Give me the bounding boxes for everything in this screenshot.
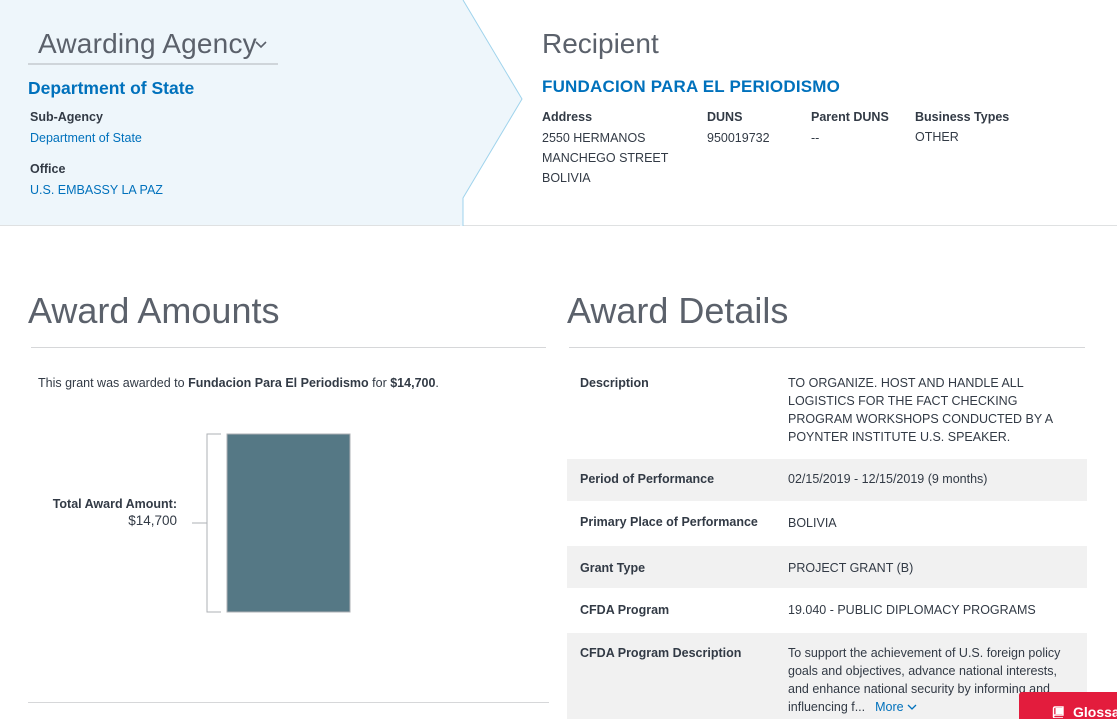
- recipient-name-link[interactable]: FUNDACION PARA EL PERIODISMO: [542, 77, 841, 96]
- address-line: 2550 HERMANOS: [542, 131, 646, 145]
- table-row: CFDA Program 19.040 - PUBLIC DIPLOMACY P…: [567, 588, 1087, 633]
- business-types-value: OTHER: [915, 130, 959, 144]
- sentence-suffix: .: [435, 376, 439, 390]
- detail-value: BOLIVIA: [788, 516, 837, 530]
- table-row: Period of Performance 02/15/2019 - 12/15…: [567, 459, 1087, 501]
- address-line: BOLIVIA: [542, 171, 591, 185]
- address-line: MANCHEGO STREET: [542, 151, 669, 165]
- award-amounts-title: Award Amounts: [28, 290, 280, 331]
- detail-value: 19.040 - PUBLIC DIPLOMACY PROGRAMS: [788, 603, 1036, 617]
- total-award-amount-value: $14,700: [128, 513, 177, 528]
- recipient-title: Recipient: [542, 28, 659, 59]
- award-summary-sentence: This grant was awarded to Fundacion Para…: [38, 376, 439, 390]
- glossary-button[interactable]: Glossary: [1019, 692, 1117, 719]
- table-row: Primary Place of Performance BOLIVIA: [567, 501, 1087, 546]
- detail-label: Grant Type: [580, 561, 646, 575]
- office-label: Office: [30, 162, 66, 176]
- more-label: More: [875, 700, 904, 714]
- awarding-agency-name[interactable]: Department of State: [28, 78, 195, 98]
- awarding-agency-title: Awarding Agency: [38, 28, 257, 59]
- sentence-amount: $14,700: [390, 376, 436, 390]
- detail-label: CFDA Program Description: [580, 646, 742, 660]
- detail-label: Primary Place of Performance: [580, 515, 758, 529]
- more-link[interactable]: More: [875, 700, 917, 714]
- chevron-down-icon: [255, 41, 267, 49]
- business-types-label: Business Types: [915, 110, 1010, 124]
- award-header: Awarding Agency Department of State Sub-…: [0, 0, 1117, 226]
- total-award-amount-label: Total Award Amount:: [52, 497, 177, 511]
- detail-label: Period of Performance: [580, 472, 715, 486]
- arrow-divider: [460, 0, 523, 226]
- award-details-title: Award Details: [567, 290, 789, 331]
- glossary-label: Glossary: [1073, 704, 1117, 719]
- divider: [31, 347, 546, 348]
- detail-value: PROJECT GRANT (B): [788, 561, 914, 575]
- table-row: Description TO ORGANIZE. HOST AND HANDLE…: [567, 362, 1087, 459]
- detail-label: Description: [580, 376, 649, 390]
- award-amount-bar-chart: [192, 433, 351, 613]
- address-label: Address: [542, 110, 593, 124]
- awarding-agency-dropdown[interactable]: Awarding Agency: [28, 26, 278, 65]
- detail-value: TO ORGANIZE. HOST AND HANDLE ALL LOGISTI…: [788, 376, 1053, 444]
- detail-value: To support the achievement of U.S. forei…: [788, 644, 1078, 716]
- office-link[interactable]: U.S. EMBASSY LA PAZ: [30, 183, 163, 197]
- duns-value: 950019732: [707, 131, 770, 145]
- parent-duns-value: --: [811, 131, 820, 145]
- sentence-mid: for: [368, 376, 391, 390]
- chevron-down-icon: [907, 704, 917, 710]
- divider: [28, 702, 549, 703]
- sub-agency-link[interactable]: Department of State: [30, 131, 142, 145]
- awarding-agency-panel: Awarding Agency Department of State Sub-…: [0, 0, 463, 225]
- parent-duns-label: Parent DUNS: [811, 110, 889, 124]
- sentence-recipient: Fundacion Para El Periodismo: [188, 376, 369, 390]
- bracket: [206, 433, 221, 613]
- detail-value: 02/15/2019 - 12/15/2019 (9 months): [788, 472, 988, 486]
- table-row: Grant Type PROJECT GRANT (B): [567, 546, 1087, 588]
- sentence-prefix: This grant was awarded to: [38, 376, 189, 390]
- total-award-bar: [226, 433, 351, 613]
- award-details-table: Description TO ORGANIZE. HOST AND HANDLE…: [567, 362, 1087, 719]
- duns-label: DUNS: [707, 110, 743, 124]
- table-row: CFDA Program Description To support the …: [567, 633, 1087, 719]
- detail-label: CFDA Program: [580, 603, 670, 617]
- cfda-description-text: To support the achievement of U.S. forei…: [788, 646, 1061, 714]
- book-icon: [1052, 706, 1064, 718]
- divider: [569, 347, 1085, 348]
- sub-agency-label: Sub-Agency: [30, 110, 103, 124]
